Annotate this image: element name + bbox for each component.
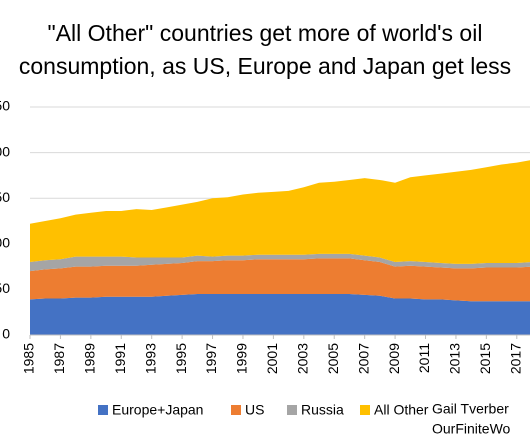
- y-tick-label: 150: [0, 189, 10, 205]
- x-tick-label: 2015: [477, 343, 493, 374]
- area: [30, 253, 530, 272]
- x-tick-label: 1987: [51, 343, 67, 374]
- area: [30, 258, 530, 302]
- x-tick-label: 1985: [21, 343, 37, 374]
- x-tick-label: 2003: [295, 343, 311, 374]
- x-tick-label: 1999: [234, 343, 250, 374]
- x-tick-label: 2001: [264, 343, 280, 374]
- legend-swatch: [360, 405, 370, 415]
- y-tick-label: 250: [0, 98, 10, 114]
- x-tick-label: 1997: [203, 343, 219, 374]
- x-tick-label: 1989: [82, 343, 98, 374]
- x-tick-label: 2017: [507, 343, 523, 374]
- y-tick-label: 100: [0, 235, 10, 251]
- attribution: Gail Tverber: [432, 401, 509, 417]
- legend-label: US: [245, 402, 264, 418]
- y-tick-label: 200: [0, 143, 10, 159]
- x-tick-label: 1991: [112, 343, 128, 374]
- legend-swatch: [287, 405, 297, 415]
- area: [30, 160, 530, 264]
- area: [30, 293, 530, 335]
- legend-swatch: [98, 405, 108, 415]
- chart-title: consumption, as US, Europe and Japan get…: [19, 53, 511, 79]
- x-tick-label: 1995: [173, 343, 189, 374]
- legend-label: All Other: [374, 402, 429, 418]
- x-tick-label: 2011: [416, 343, 432, 373]
- x-tick-label: 2009: [386, 343, 402, 374]
- x-tick-label: 2005: [325, 343, 341, 374]
- x-tick-label: 2013: [447, 343, 463, 374]
- legend-label: Europe+Japan: [112, 402, 203, 418]
- legend-label: Russia: [301, 402, 344, 418]
- attribution: OurFiniteWo: [432, 421, 511, 437]
- chart-title: "All Other" countries get more of world'…: [48, 20, 483, 46]
- y-tick-label: 50: [0, 280, 10, 296]
- x-tick-label: 2007: [355, 343, 371, 374]
- legend-swatch: [231, 405, 241, 415]
- y-tick-label: 0: [2, 326, 10, 342]
- x-tick-label: 1993: [142, 343, 158, 374]
